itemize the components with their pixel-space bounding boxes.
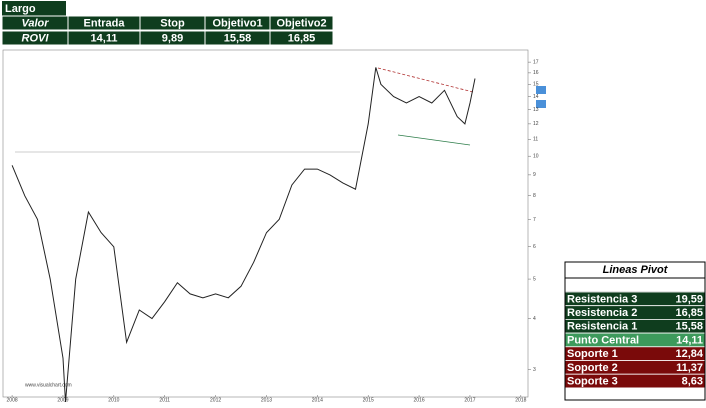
price-marker [536,100,546,108]
price-marker [536,86,546,94]
table-header: Valor [21,17,49,29]
y-tick-label: 10 [533,154,539,160]
pivot-label: Soporte 1 [567,348,618,360]
x-tick-label: 2018 [515,397,526,403]
trend-line [397,134,471,146]
table-value: 9,89 [162,32,183,44]
pivot-value: 14,11 [676,334,703,346]
table-header: Objetivo2 [276,17,326,29]
x-tick-label: 2014 [312,397,323,403]
pivot-value: 8,63 [682,375,703,387]
plot-frame [2,49,529,398]
y-tick-label: 16 [533,70,539,76]
table-title: Largo [5,3,36,15]
y-tick-label: 14 [533,94,539,100]
pivot-value: 16,85 [675,307,703,319]
table-title: Lineas Pivot [603,264,669,276]
y-tick-label: 9 [533,172,536,178]
y-tick-label: 11 [533,137,538,143]
y-tick-label: 8 [533,193,536,199]
pivot-value: 11,37 [676,362,703,374]
y-tick-label: 12 [533,121,539,127]
x-tick-label: 2009 [57,397,68,403]
y-tick-label: 4 [533,316,536,322]
table-value: 14,11 [91,32,118,44]
pivot-value: 19,59 [675,293,703,305]
pivot-value: 15,58 [675,321,703,333]
price-line [11,67,476,403]
table-header: Stop [160,17,185,29]
pivot-label: Resistencia 2 [567,307,637,319]
y-tick-label: 13 [533,107,539,113]
pivot-label: Resistencia 1 [567,321,637,333]
table-cell [2,1,66,16]
y-tick-label: 7 [533,217,536,223]
x-tick-label: 2016 [414,397,425,403]
x-tick-label: 2012 [210,397,221,403]
pivot-label: Resistencia 3 [567,293,637,305]
y-tick-label: 17 [533,59,539,65]
table-header: Entrada [84,17,126,29]
table-value: ROVI [22,32,50,44]
pivot-label: Soporte 2 [567,362,618,374]
x-tick-label: 2011 [159,397,170,403]
table-frame [564,261,706,401]
table-cell [269,15,334,31]
x-tick-label: 2008 [7,397,18,403]
table-value: 15,58 [224,32,252,44]
pivot-label: Punto Central [567,334,639,346]
pivot-value: 12,84 [675,348,703,360]
table-header: Objetivo1 [212,17,262,29]
table-cell [269,30,334,46]
y-tick-label: 5 [533,276,536,282]
y-tick-label: 3 [533,367,536,373]
table-value: 16,85 [288,32,316,44]
y-tick-label: 6 [533,244,536,250]
y-tick-label: 15 [533,82,539,88]
pivot-label: Soporte 3 [567,375,618,387]
trend-line [377,67,474,93]
x-tick-label: 2017 [464,397,475,403]
x-tick-label: 2013 [261,397,272,403]
watermark: www.visualchart.com [25,382,72,388]
x-tick-label: 2010 [108,397,119,403]
table-cell [564,277,706,293]
x-tick-label: 2015 [363,397,374,403]
